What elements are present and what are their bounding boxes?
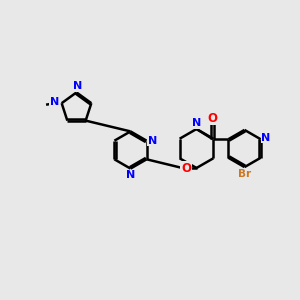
Text: O: O (208, 112, 218, 125)
Text: N: N (50, 97, 59, 107)
Text: Br: Br (238, 169, 251, 179)
Text: N: N (192, 118, 201, 128)
Text: N: N (148, 136, 157, 146)
Text: N: N (126, 170, 135, 180)
Text: O: O (181, 161, 191, 175)
Text: N: N (74, 81, 82, 92)
Text: N: N (261, 133, 271, 143)
